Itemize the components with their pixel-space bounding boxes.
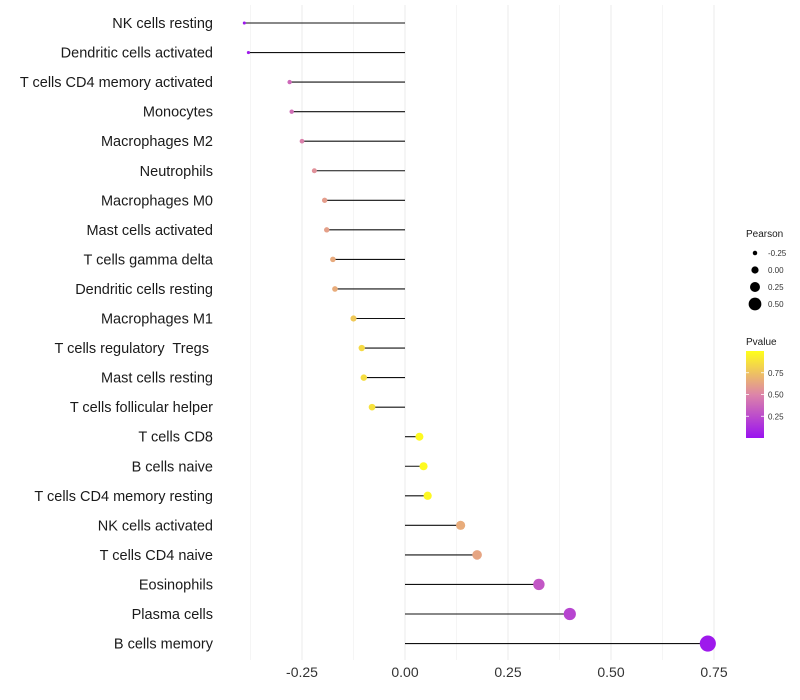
data-point — [350, 315, 357, 322]
category-label: Mast cells activated — [86, 223, 213, 239]
x-tick-label: 0.75 — [700, 664, 727, 680]
size-legend-label: 0.25 — [768, 283, 784, 292]
category-label: Plasma cells — [132, 607, 213, 623]
category-label: T cells regulatory Tregs — [55, 341, 214, 357]
data-point — [419, 462, 428, 471]
data-point — [699, 635, 716, 652]
data-point — [330, 256, 336, 263]
lollipop-stems — [244, 22, 708, 645]
color-legend-title: Pvalue — [746, 337, 777, 348]
category-label: Dendritic cells activated — [61, 46, 213, 62]
data-point — [299, 138, 305, 144]
pvalue-colorbar — [746, 351, 764, 438]
category-label: T cells follicular helper — [70, 400, 213, 416]
data-point — [423, 491, 432, 500]
lollipop-points — [242, 21, 716, 652]
size-legend-label: 0.00 — [768, 266, 784, 275]
category-label: Dendritic cells resting — [75, 282, 213, 298]
data-point — [360, 374, 368, 381]
category-label: B cells memory — [114, 637, 214, 653]
category-label: Monocytes — [143, 105, 213, 121]
category-label: T cells gamma delta — [84, 252, 214, 268]
size-legend-key — [748, 297, 762, 311]
data-point — [472, 550, 482, 560]
grid-lines — [250, 5, 715, 660]
data-point — [289, 109, 294, 114]
category-label: T cells CD4 naive — [100, 548, 213, 564]
category-label: NK cells activated — [98, 518, 213, 534]
data-point — [415, 432, 424, 441]
size-legend-key — [751, 266, 759, 274]
data-point — [287, 79, 292, 85]
size-legend-label: -0.25 — [768, 249, 787, 258]
x-axis: -0.25 0.00 0.25 0.50 0.75 — [286, 664, 728, 680]
category-label: Macrophages M0 — [101, 193, 213, 209]
color-legend-label: 0.50 — [768, 391, 784, 400]
data-point — [246, 50, 251, 55]
category-axis: NK cells resting Dendritic cells activate… — [20, 16, 214, 653]
size-legend-title: Pearson — [746, 229, 783, 240]
x-tick-label: -0.25 — [286, 664, 318, 680]
data-point — [332, 286, 338, 292]
color-legend-label: 0.75 — [768, 369, 784, 378]
data-point — [563, 607, 576, 621]
category-label: T cells CD8 — [138, 430, 213, 446]
data-point — [324, 227, 330, 233]
category-label: T cells CD4 memory resting — [34, 489, 213, 505]
data-point — [311, 168, 317, 174]
x-tick-label: 0.50 — [597, 664, 624, 680]
x-tick-label: 0.00 — [391, 664, 418, 680]
data-point — [456, 520, 466, 530]
category-label: T cells CD4 memory activated — [20, 75, 213, 91]
data-point — [358, 344, 365, 352]
pvalue-color-legend: Pvalue 0.25 0.50 0.75 — [746, 337, 784, 438]
category-label: Mast cells resting — [101, 371, 213, 387]
category-label: NK cells resting — [112, 16, 213, 32]
x-tick-label: 0.25 — [494, 664, 521, 680]
category-label: Eosinophils — [139, 577, 213, 593]
category-label: Macrophages M1 — [101, 312, 213, 328]
data-point — [533, 578, 545, 591]
pearson-size-legend: Pearson -0.25 0.00 0.25 0.50 — [746, 229, 787, 311]
data-point — [368, 403, 376, 411]
size-legend-label: 0.50 — [768, 300, 784, 309]
category-label: B cells naive — [132, 459, 213, 475]
data-point — [321, 197, 328, 203]
size-legend-key — [752, 250, 758, 256]
size-legend-key — [750, 282, 760, 292]
data-point — [242, 21, 246, 25]
category-label: Neutrophils — [140, 164, 213, 180]
color-legend-label: 0.25 — [768, 412, 784, 421]
category-label: Macrophages M2 — [101, 134, 213, 150]
